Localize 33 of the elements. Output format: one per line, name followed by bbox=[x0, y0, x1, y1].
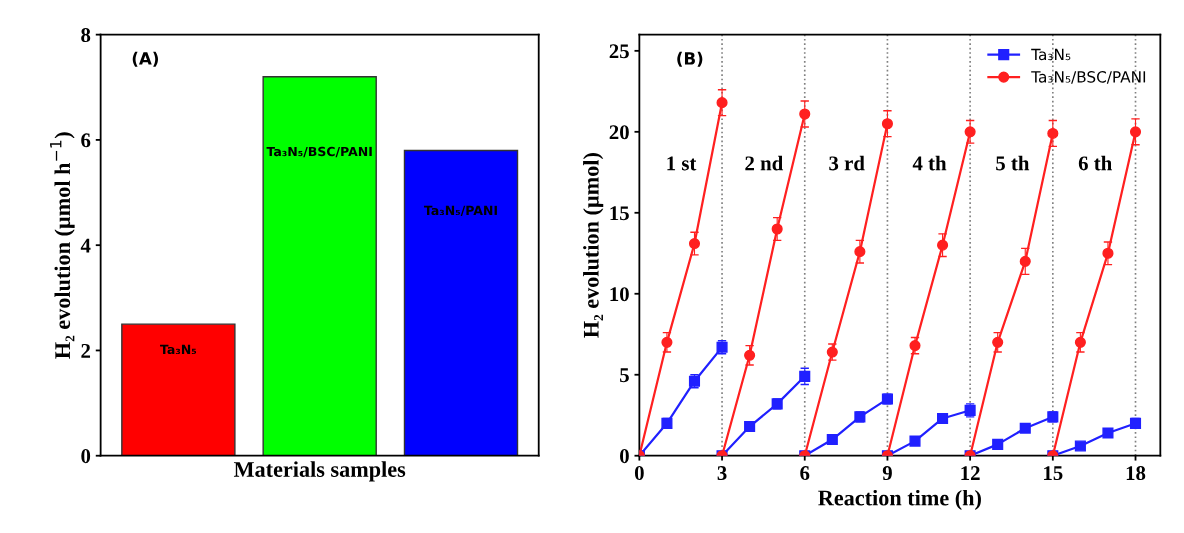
annotation: 2 nd bbox=[745, 155, 784, 171]
annotation: 5 th bbox=[996, 155, 1030, 171]
x-tick-label: 6 bbox=[800, 466, 810, 481]
y-tick-label: 0 bbox=[81, 449, 91, 464]
x-tick-label: 18 bbox=[1126, 466, 1146, 481]
y-tick-label: 5 bbox=[620, 368, 629, 383]
y-tick-label: 0 bbox=[620, 449, 629, 464]
y-tick-label: 20 bbox=[609, 125, 629, 140]
y-tick-label: 4 bbox=[80, 238, 91, 253]
y-tick-label: 2 bbox=[81, 343, 91, 358]
x-axis-title: Materials samples bbox=[233, 461, 406, 482]
annotation: 3 rd bbox=[829, 155, 865, 171]
y-tick-label: 25 bbox=[609, 44, 629, 59]
y-tick-label: 15 bbox=[610, 206, 629, 221]
legend-label: Ta₃N₅/BSC/PANI bbox=[1031, 71, 1146, 84]
x-tick-label: 12 bbox=[961, 466, 980, 480]
annotation: 4 th bbox=[912, 155, 947, 171]
x-tick-label: 0 bbox=[634, 466, 644, 481]
legend-label: Ta₃N₅ bbox=[1031, 48, 1071, 61]
y-tick-label: 10 bbox=[610, 287, 629, 302]
annotation: 1 st bbox=[667, 156, 697, 171]
x-tick-label: Ta₃N₅/PANI bbox=[423, 205, 497, 217]
x-tick-label: 9 bbox=[882, 466, 892, 481]
annotation: 6 th bbox=[1078, 155, 1112, 171]
x-axis-title: Reaction time (h) bbox=[818, 489, 981, 511]
x-tick-label: 3 bbox=[717, 466, 727, 481]
y-axis-title: H₂ evolution (µmol) bbox=[583, 153, 604, 338]
y-tick-label: 8 bbox=[81, 28, 91, 43]
y-tick-label: 6 bbox=[81, 133, 91, 148]
y-axis-title: H₂ evolution (µmol h$^{−1}$) bbox=[50, 132, 75, 359]
x-tick-label: 15 bbox=[1044, 466, 1063, 481]
annotation: (B) bbox=[677, 51, 703, 67]
annotation: (A) bbox=[132, 51, 159, 67]
